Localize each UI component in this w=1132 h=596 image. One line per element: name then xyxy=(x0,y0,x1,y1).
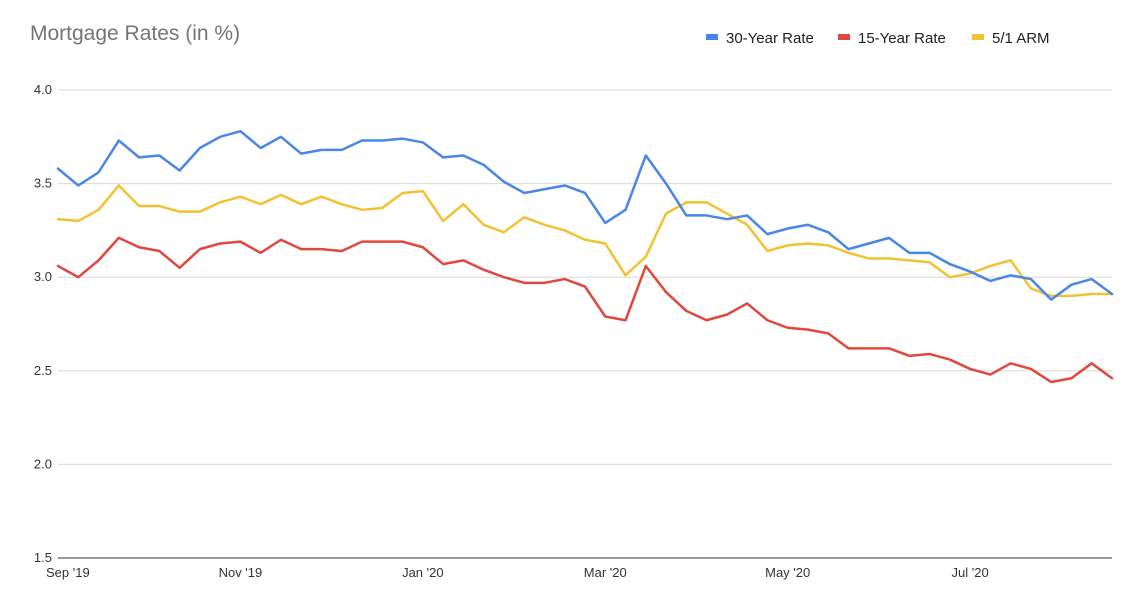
x-tick-label: Jan '20 xyxy=(402,565,444,580)
gridlines xyxy=(58,89,1112,559)
x-axis-ticks: Sep '19 Nov '19 Jan '20 Mar '20 May '20 Jul '… xyxy=(46,565,989,580)
y-tick-label: 4.0 xyxy=(34,82,52,97)
legend-item-5-1-arm: 5/1 ARM xyxy=(972,30,1050,47)
chart-title: Mortgage Rates (in %) xyxy=(30,22,240,45)
legend-swatch xyxy=(838,34,850,40)
series-lines xyxy=(56,129,1114,384)
x-tick-label: May '20 xyxy=(765,565,810,580)
legend-item-30-year-rate: 30-Year Rate xyxy=(706,30,814,47)
legend-label: 30-Year Rate xyxy=(726,30,814,47)
y-tick-label: 3.5 xyxy=(34,176,52,191)
series-line-5-1-arm xyxy=(56,184,1114,298)
y-tick-label: 1.5 xyxy=(34,550,52,565)
y-tick-label: 3.0 xyxy=(34,269,52,284)
legend-item-15-year-rate: 15-Year Rate xyxy=(838,30,946,47)
x-tick-label: Sep '19 xyxy=(46,565,90,580)
legend-swatch xyxy=(706,34,718,40)
legend-label: 15-Year Rate xyxy=(858,30,946,47)
legend: 30-Year Rate 15-Year Rate 5/1 ARM xyxy=(706,30,1050,47)
legend-label: 5/1 ARM xyxy=(992,30,1050,47)
legend-swatch xyxy=(972,34,984,40)
series-line-15-year-rate xyxy=(56,236,1114,384)
series-line-30-year-rate xyxy=(56,129,1114,301)
x-tick-label: Jul '20 xyxy=(952,565,989,580)
y-tick-label: 2.0 xyxy=(34,456,52,471)
y-axis-ticks: 4.0 3.5 3.0 2.5 2.0 1.5 xyxy=(34,82,52,565)
y-tick-label: 2.5 xyxy=(34,363,52,378)
x-tick-label: Mar '20 xyxy=(584,565,627,580)
x-tick-label: Nov '19 xyxy=(219,565,263,580)
